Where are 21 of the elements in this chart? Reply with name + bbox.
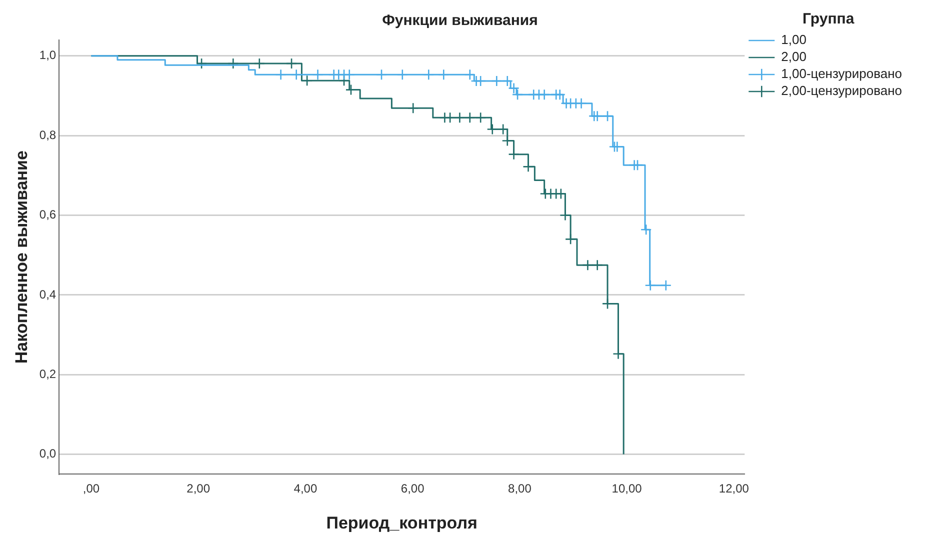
x-axis-title: Период_контроля — [326, 513, 478, 532]
x-tick-label: 8,00 — [508, 482, 532, 496]
x-tick-label: 10,00 — [612, 482, 642, 496]
x-tick-label: 4,00 — [294, 482, 318, 496]
legend-label: 1,00-цензурировано — [781, 66, 902, 82]
y-tick-label: 0,6 — [39, 208, 56, 222]
x-tick-label: 6,00 — [400, 482, 425, 496]
x-tick-label: ,00 — [82, 482, 100, 496]
y-axis-title: Накопленное выживание — [12, 150, 31, 364]
y-tick-label: 0,4 — [39, 287, 56, 302]
legend-label: 2,00-цензурировано — [781, 83, 902, 98]
y-tick-label: 1,0 — [39, 48, 56, 62]
chart-title: Функции выживания — [382, 12, 538, 30]
y-tick-label: 0,2 — [39, 366, 56, 381]
x-tick-label: 12,00 — [718, 482, 750, 496]
y-tick-label: 0,8 — [39, 128, 56, 142]
x-tick-label: 2,00 — [186, 482, 210, 496]
legend-label: 1,00 — [781, 32, 806, 48]
y-tick-label: 0,0 — [39, 446, 56, 461]
legend-label: 2,00 — [781, 49, 806, 64]
legend-title: Группа — [802, 10, 855, 28]
